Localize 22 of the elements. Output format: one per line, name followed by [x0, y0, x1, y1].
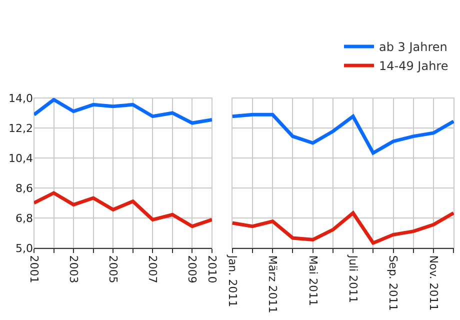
y-tick-label: 12,2: [8, 122, 33, 135]
y-tick-label: 5,0: [16, 242, 33, 255]
x-tick-label: 2003: [66, 255, 80, 284]
x-tick-label: Jan. 2011: [226, 254, 239, 308]
x-tick-label: 2007: [146, 255, 160, 284]
x-tick-label: 2005: [106, 255, 120, 284]
x-tick-label: 2009: [186, 255, 199, 284]
legend-label: 14-49 Jahre: [379, 59, 448, 74]
x-tick-label: März 2011: [266, 255, 280, 314]
x-tick-label: Mai 2011: [306, 255, 320, 306]
line-series: [34, 191, 212, 228]
y-tick-label: 14,0: [8, 92, 33, 105]
y-tick-label: 6,8: [16, 212, 33, 225]
x-tick-label: 2010: [205, 255, 218, 284]
x-tick-label: Juli 2011: [346, 254, 360, 304]
y-tick-label: 10,4: [8, 152, 33, 165]
x-tick-label: Nov. 2011: [426, 255, 440, 311]
legend-label: ab 3 Jahren: [379, 40, 448, 54]
y-tick-label: 8,6: [16, 182, 33, 195]
x-tick-label: 2001: [27, 255, 40, 284]
x-tick-label: Sep. 2011: [386, 255, 400, 311]
line-series: [34, 98, 212, 125]
